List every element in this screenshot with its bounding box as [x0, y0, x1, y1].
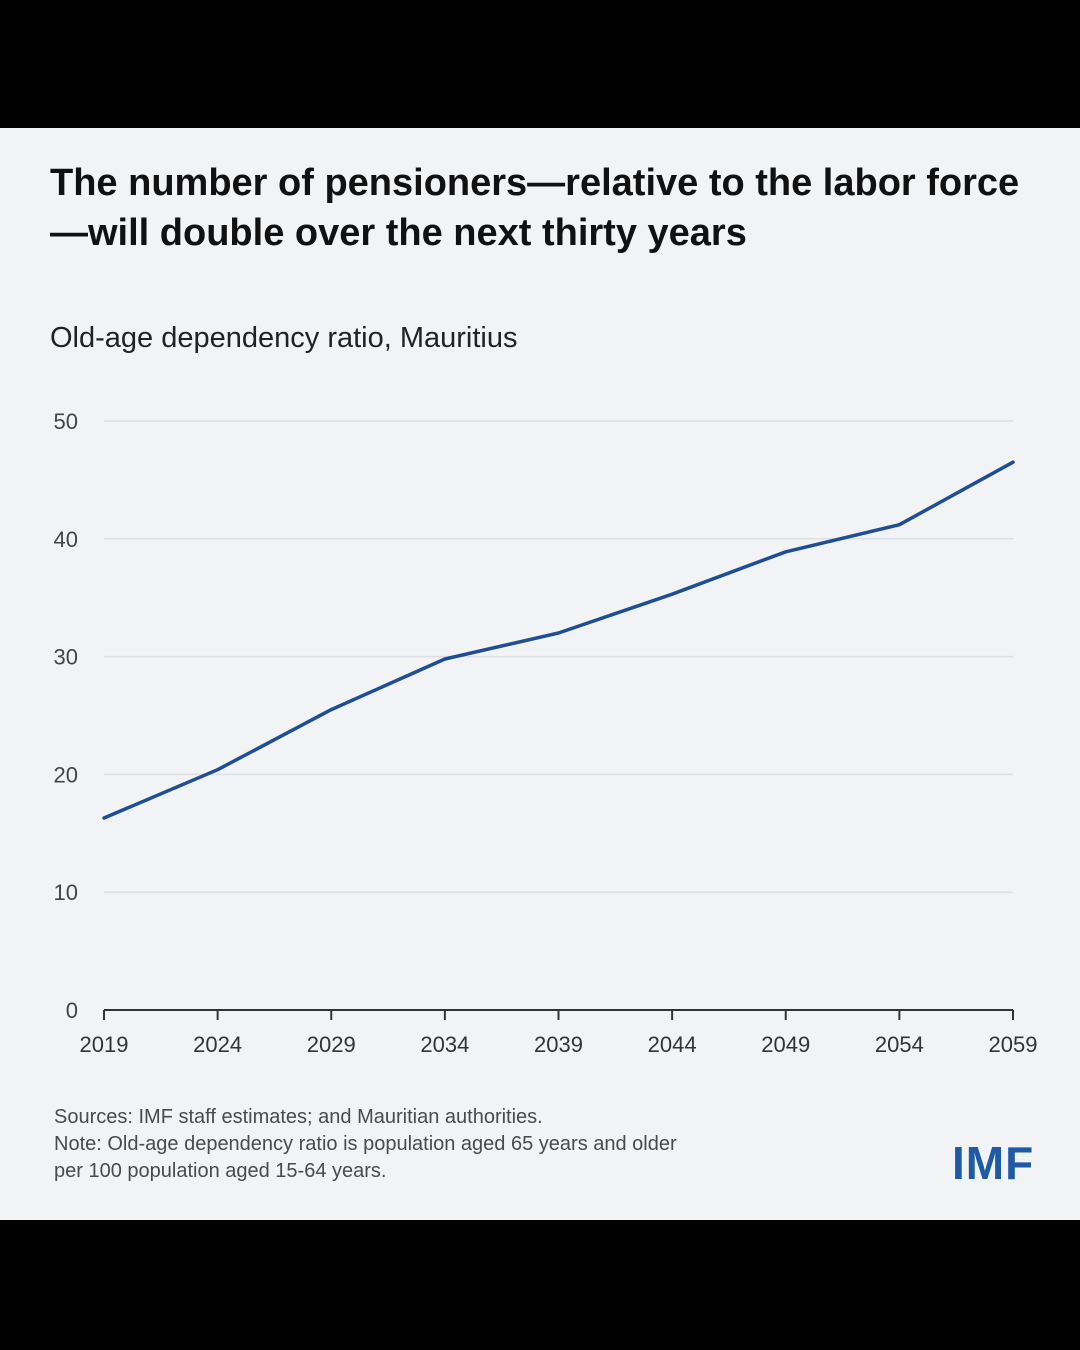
- x-tick-label-2044: 2044: [648, 1032, 697, 1057]
- chart-footer: Sources: IMF staff estimates; and Maurit…: [54, 1104, 834, 1185]
- series-layer: [102, 460, 1015, 820]
- note-text-line-2: per 100 population aged 15-64 years.: [54, 1160, 387, 1182]
- y-tick-label-40: 40: [54, 527, 78, 552]
- x-tick-label-2039: 2039: [534, 1032, 583, 1057]
- y-tick-label-50: 50: [54, 409, 78, 434]
- y-tick-label-20: 20: [54, 762, 78, 787]
- imf-logo: IMF: [952, 1137, 1035, 1189]
- chart-card: The number of pensioners—relative to the…: [0, 128, 1080, 1220]
- x-tick-label-2049: 2049: [761, 1032, 810, 1057]
- x-tick-label-2054: 2054: [875, 1032, 924, 1057]
- note-text-line-1: Note: Old-age dependency ratio is popula…: [54, 1133, 677, 1155]
- chart-title: The number of pensioners—relative to the…: [50, 162, 1020, 254]
- line-chart: 0 10 20 30 40 50 2019 2024 2029 2034 2039 2044 2049…: [54, 409, 1038, 1057]
- y-tick-label-30: 30: [54, 645, 78, 670]
- x-tick-label-2034: 2034: [420, 1032, 469, 1057]
- y-axis-ticks: 0 10 20 30 40 50: [54, 409, 78, 1023]
- y-tick-label-0: 0: [66, 998, 78, 1023]
- x-axis-ticks: 2019 2024 2029 2034 2039 2044 2049 2054 2059: [80, 1010, 1038, 1057]
- grid-lines: [104, 420, 1013, 893]
- series-line-old-age-dependency-ratio: [102, 460, 1015, 820]
- x-tick-label-2019: 2019: [80, 1032, 129, 1057]
- x-tick-label-2024: 2024: [193, 1032, 242, 1057]
- sources-text: Sources: IMF staff estimates; and Maurit…: [54, 1106, 543, 1128]
- x-tick-label-2029: 2029: [307, 1032, 356, 1057]
- x-tick-label-2059: 2059: [989, 1032, 1038, 1057]
- chart-subtitle: Old-age dependency ratio, Mauritius: [50, 322, 518, 354]
- y-tick-label-10: 10: [54, 880, 78, 905]
